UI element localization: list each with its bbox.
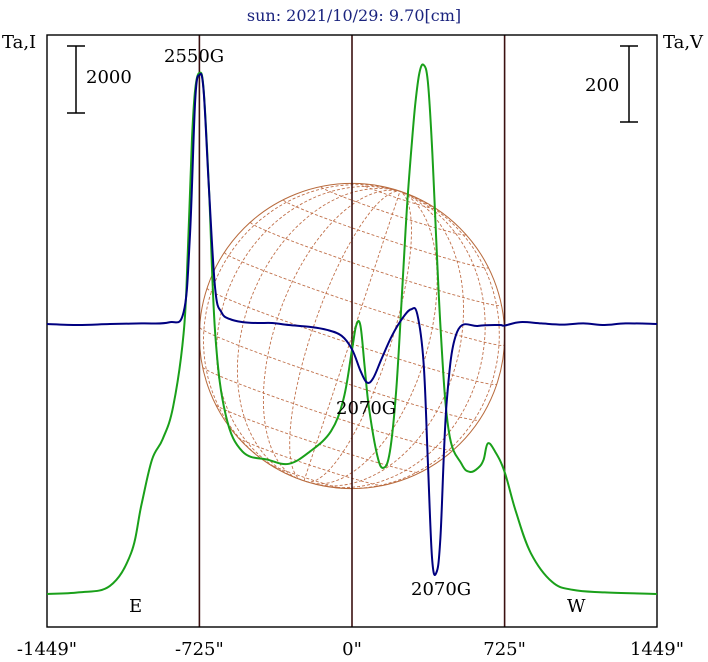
series-line-stokes-i xyxy=(46,72,658,576)
disk-longitude-line xyxy=(317,190,486,489)
right-axis-label: Ta,V xyxy=(663,32,704,53)
disk-latitude-line xyxy=(215,404,421,474)
scale-bar-right xyxy=(620,45,638,123)
disk-longitude-line xyxy=(303,191,401,482)
scale-left-label: 2000 xyxy=(86,67,132,88)
x-tick-label: 1449" xyxy=(630,639,684,660)
disk-latitude-line xyxy=(202,366,454,451)
x-tick-label: -725" xyxy=(175,639,224,660)
left-axis-label: Ta,I xyxy=(2,32,36,53)
series-line-stokes-v xyxy=(46,63,658,595)
x-tick-labels: -1449" -725" 0" 725" 1449" xyxy=(17,639,684,660)
disk-latitude-line xyxy=(320,186,467,236)
disk-longitude-line xyxy=(311,190,438,485)
disk-longitude-line xyxy=(236,188,401,478)
scale-bar-left xyxy=(67,45,85,114)
vertical-reference-lines xyxy=(198,35,506,627)
disk-longitude-line xyxy=(305,190,412,483)
plot-frame xyxy=(46,34,658,628)
west-label: W xyxy=(567,596,586,617)
disk-latitude-line xyxy=(360,183,437,210)
disk-longitude-line xyxy=(334,190,500,489)
disk-longitude-line xyxy=(203,184,401,469)
annotation-2550g: 2550G xyxy=(164,46,224,67)
disk-longitude-line xyxy=(262,189,400,479)
scale-right-label: 200 xyxy=(585,75,619,96)
disk-latitude-line xyxy=(268,463,343,489)
disk-longitude-line xyxy=(216,185,401,477)
east-label: E xyxy=(129,596,142,617)
x-tick-label: 725" xyxy=(483,639,526,660)
annotation-2070g-right: 2070G xyxy=(411,579,471,600)
chart-title: sun: 2021/10/29: 9.70[cm] xyxy=(247,6,461,25)
disk-longitude-line xyxy=(314,190,464,487)
x-tick-label: -1449" xyxy=(17,639,77,660)
annotation-2070g-center: 2070G xyxy=(336,398,396,419)
series-group xyxy=(46,63,658,595)
disk-longitude-line xyxy=(289,190,400,481)
x-tick-label: 0" xyxy=(342,639,362,660)
solar-disk-grid xyxy=(199,183,505,489)
